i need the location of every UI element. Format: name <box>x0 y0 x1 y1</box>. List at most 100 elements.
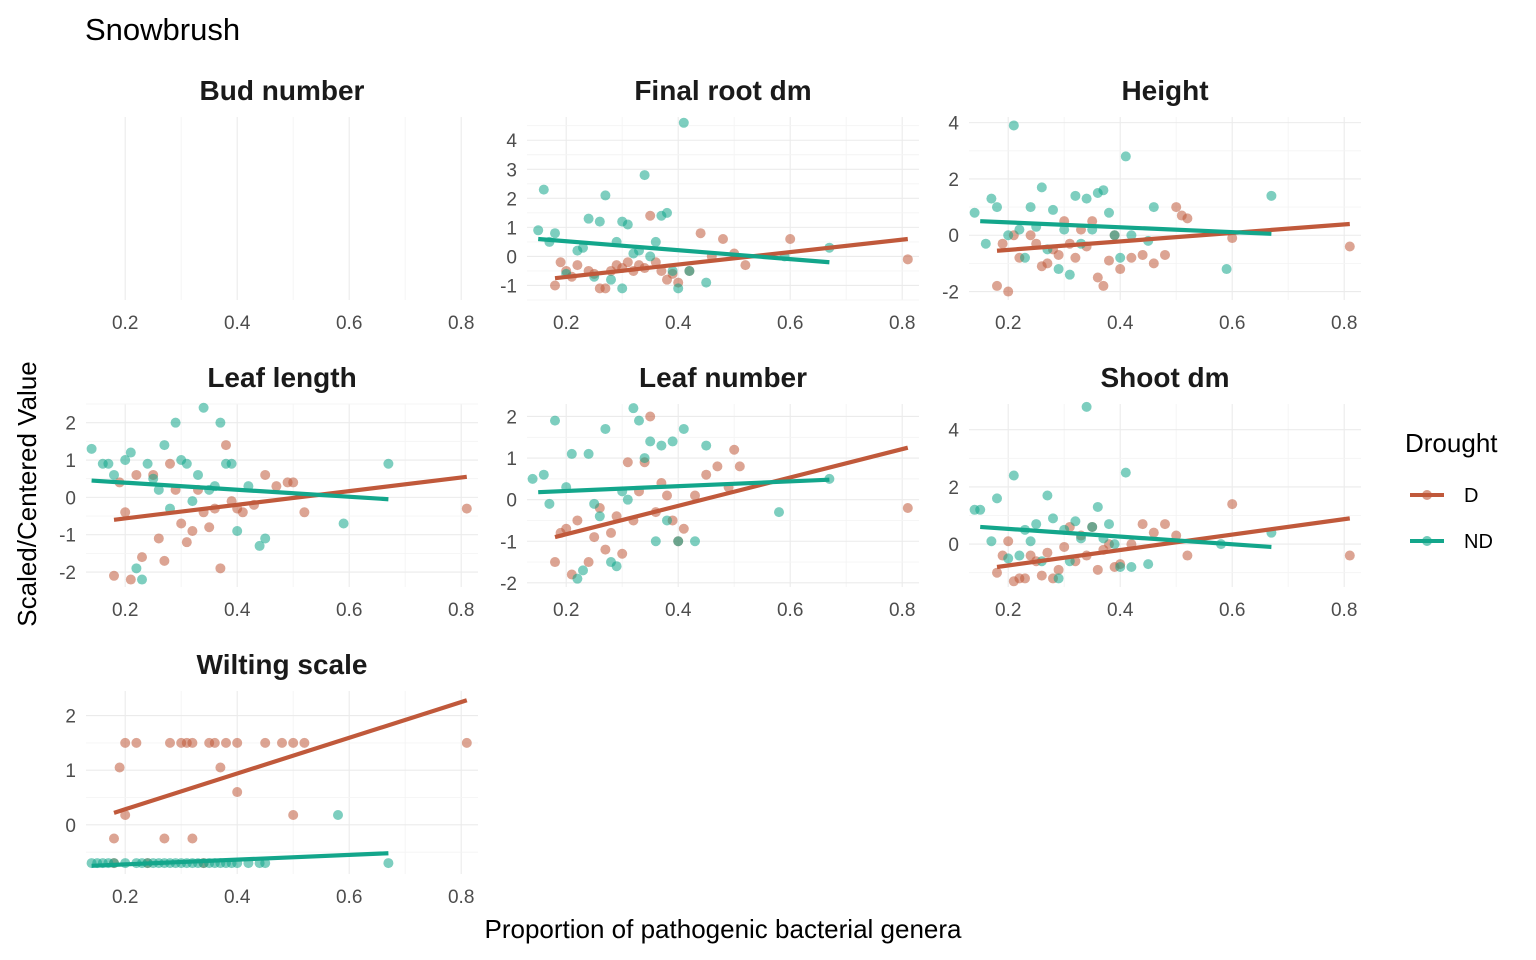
legend-label-d: D <box>1464 485 1478 507</box>
panel-title-final-root-dm: Final root dm <box>634 75 811 106</box>
x-tick-label: 0.8 <box>889 600 915 621</box>
panel-leaf-length: Leaf length -2 -1 0 1 2 0.2 0.4 0.6 0.8 <box>59 362 478 621</box>
point-d <box>114 762 125 773</box>
point-nd <box>103 458 114 469</box>
point-d <box>299 507 310 518</box>
point-d <box>1227 233 1238 244</box>
fit-line-d <box>554 236 909 281</box>
point-nd <box>538 184 549 195</box>
point-nd <box>690 536 700 547</box>
point-d <box>299 737 310 748</box>
point-d <box>550 280 560 291</box>
point-nd <box>254 540 265 551</box>
point-d <box>260 737 271 748</box>
point-nd <box>1008 120 1019 131</box>
fit-line-nd <box>538 477 830 495</box>
point-d <box>1137 519 1148 530</box>
y-tick-label: 2 <box>948 170 959 191</box>
point-nd <box>86 443 97 454</box>
point-d <box>288 737 299 748</box>
point-nd <box>611 561 622 572</box>
point-d <box>902 502 913 513</box>
facet-panels: Bud number 0.2 0.4 0.6 0.8 Final root dm -1 0 1 2… <box>59 75 1361 908</box>
point-nd <box>148 473 159 484</box>
point-d <box>1227 499 1238 510</box>
point-d <box>606 527 616 538</box>
point-d <box>125 574 136 585</box>
point-nd <box>1031 519 1042 530</box>
point-d <box>617 548 628 559</box>
point-nd <box>684 265 695 276</box>
legend-title: Drought <box>1405 428 1498 458</box>
point-nd <box>606 274 616 285</box>
y-tick-label: 0 <box>506 247 517 268</box>
point-nd <box>1104 207 1114 218</box>
point-d <box>153 533 164 544</box>
point-nd <box>1126 230 1137 241</box>
point-nd <box>600 423 611 434</box>
point-nd <box>333 810 343 821</box>
point-d <box>187 525 198 536</box>
point-d <box>1182 550 1193 561</box>
point-nd <box>1087 521 1098 532</box>
point-nd <box>1003 553 1014 564</box>
y-tick-label: 0 <box>65 488 76 509</box>
x-tick-label: 0.6 <box>777 600 803 621</box>
point-d <box>992 280 1002 291</box>
point-nd <box>383 458 394 469</box>
point-nd <box>1036 182 1047 193</box>
point-d <box>1092 564 1103 575</box>
point-nd <box>667 265 678 276</box>
point-nd <box>594 216 605 227</box>
legend-key-d-point <box>1422 490 1432 500</box>
y-tick-label: 2 <box>506 407 517 428</box>
x-tick-label: 0.4 <box>1107 313 1134 334</box>
point-d <box>1070 252 1081 263</box>
y-tick-label: 4 <box>948 114 959 135</box>
point-d <box>209 737 220 748</box>
point-d <box>1171 530 1182 541</box>
point-d <box>1087 216 1098 227</box>
point-d <box>583 557 594 568</box>
legend-entry-d: D <box>1410 485 1478 507</box>
point-d <box>695 228 706 239</box>
chart-title: Snowbrush <box>85 12 240 47</box>
point-nd <box>678 423 689 434</box>
point-nd <box>583 213 594 224</box>
point-d <box>740 260 751 271</box>
x-tick-label: 0.6 <box>336 313 362 334</box>
point-nd <box>1070 516 1081 527</box>
point-nd <box>622 219 633 230</box>
point-d <box>232 787 243 798</box>
point-d <box>159 555 170 566</box>
point-d <box>237 507 248 518</box>
point-nd <box>226 458 237 469</box>
y-tick-label: 2 <box>948 478 959 499</box>
point-nd <box>198 402 209 413</box>
point-nd <box>645 436 656 447</box>
point-nd <box>1048 513 1058 524</box>
point-nd <box>645 251 656 262</box>
point-nd <box>260 533 271 544</box>
panel-title-height: Height <box>1121 75 1208 106</box>
point-d <box>622 257 633 268</box>
point-d <box>678 523 689 534</box>
x-tick-label: 0.2 <box>112 887 138 908</box>
point-nd <box>578 242 588 253</box>
point-d <box>1003 286 1014 297</box>
point-nd <box>634 415 644 426</box>
point-nd <box>673 283 684 294</box>
point-d <box>622 457 633 468</box>
point-d <box>1025 230 1036 241</box>
point-d <box>131 469 142 480</box>
panel-final-root-dm: Final root dm -1 0 1 2 3 4 0.2 0.4 0.6 0.8 <box>500 75 919 334</box>
point-nd <box>1143 559 1154 570</box>
point-nd <box>622 494 633 505</box>
y-tick-label: -2 <box>500 574 517 595</box>
point-d <box>277 737 287 748</box>
panel-wilting-scale: Wilting scale 0 1 2 0.2 0.4 0.6 0.8 <box>65 649 478 908</box>
point-nd <box>193 469 203 480</box>
point-d <box>734 461 745 472</box>
point-nd <box>1081 193 1092 204</box>
y-tick-label: 4 <box>948 421 959 442</box>
